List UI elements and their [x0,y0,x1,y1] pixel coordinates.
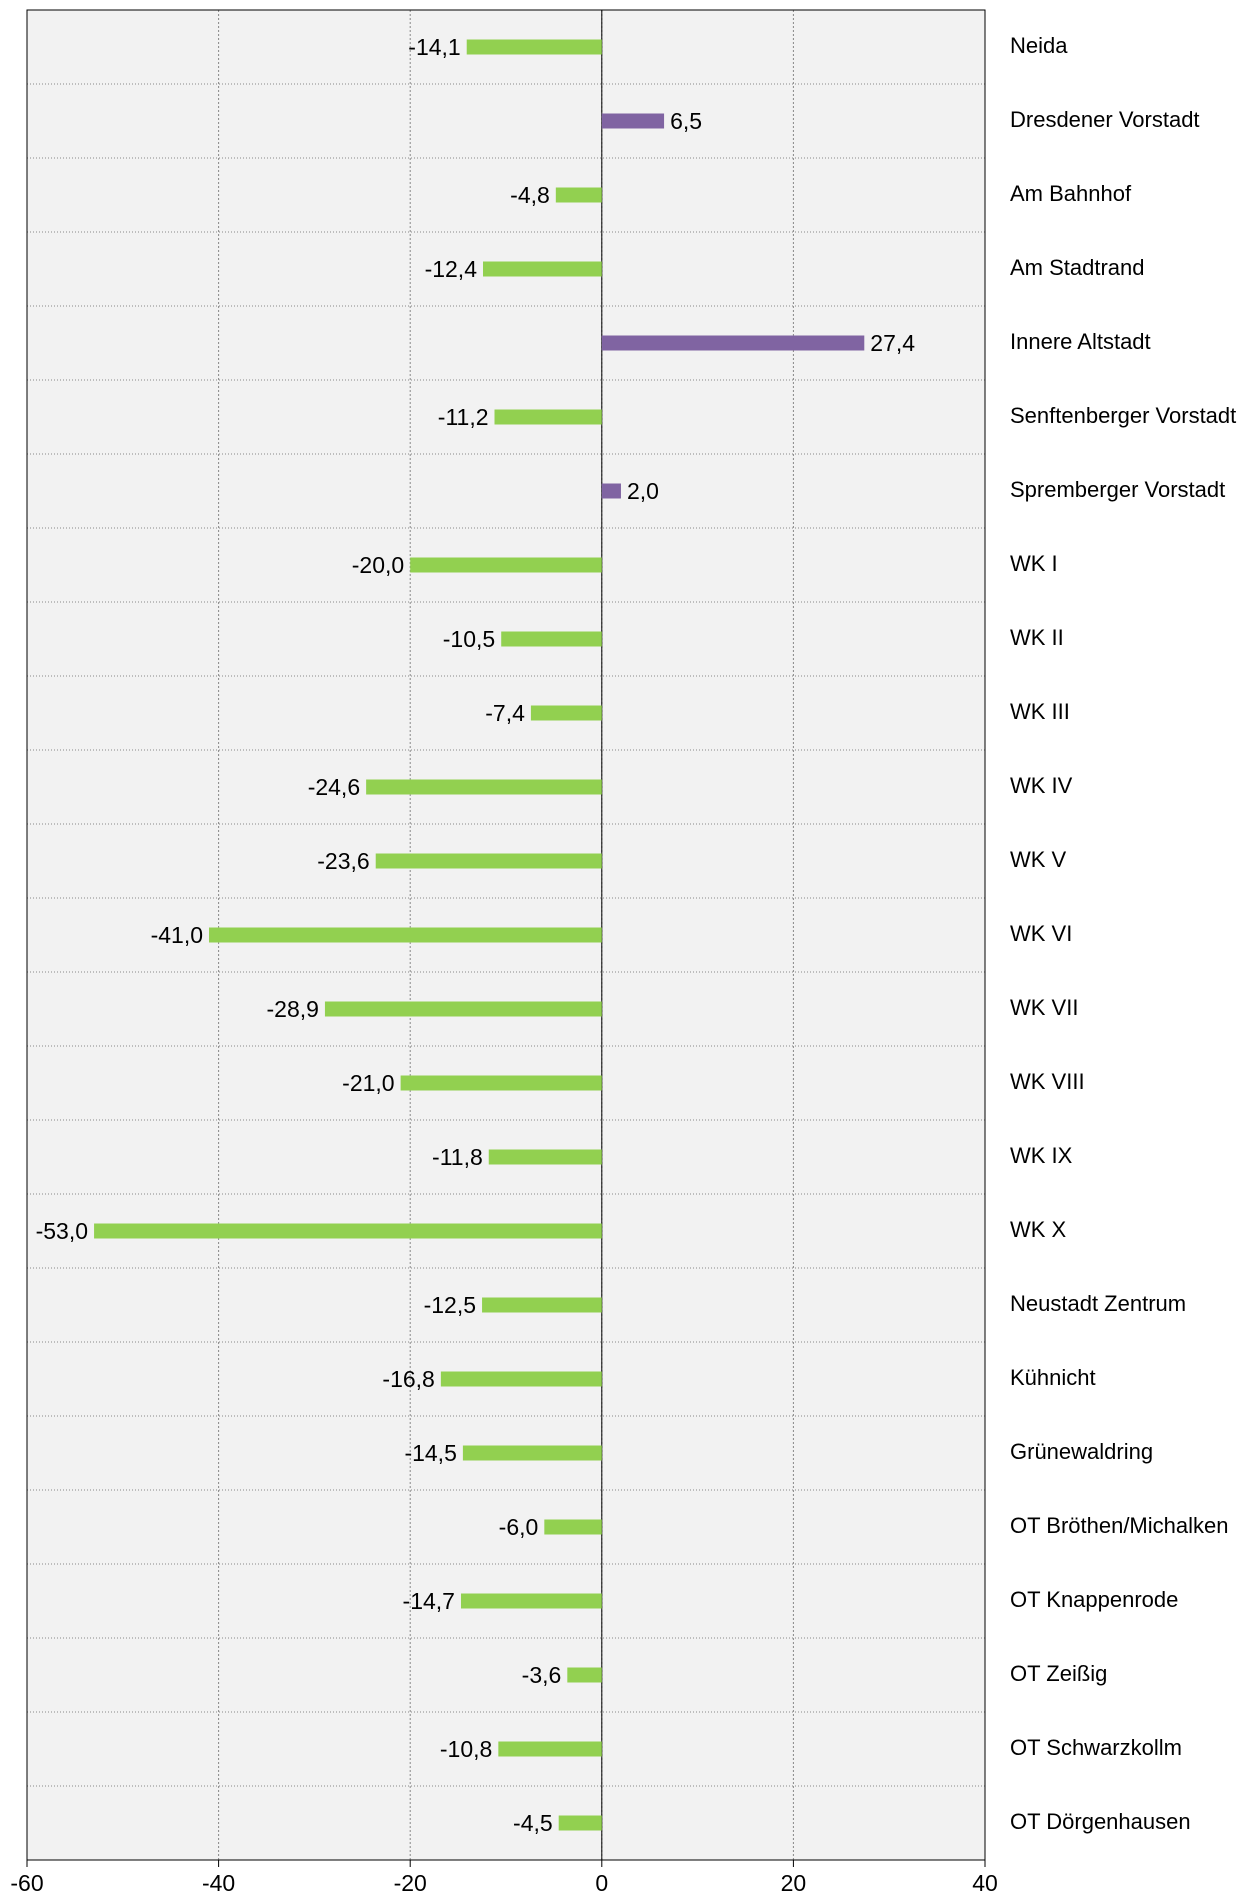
data-label: -10,5 [443,626,495,652]
category-label: Senftenberger Vorstadt [1010,403,1236,428]
category-label: Spremberger Vorstadt [1010,477,1225,502]
category-label: OT Bröthen/Michalken [1010,1513,1228,1538]
category-label: WK VI [1010,921,1072,946]
bar [375,853,602,869]
data-label: -6,0 [499,1514,539,1540]
bar [494,409,602,425]
data-label: -12,5 [424,1292,476,1318]
bar [462,1445,602,1461]
category-label: Neustadt Zentrum [1010,1291,1186,1316]
data-label: -14,5 [404,1440,456,1466]
bar [324,1001,602,1017]
bar [488,1149,602,1165]
x-tick-label: -40 [202,1870,235,1892]
category-label: OT Knappenrode [1010,1587,1178,1612]
category-label: OT Schwarzkollm [1010,1735,1182,1760]
bar [460,1593,602,1609]
category-label: WK IX [1010,1143,1073,1168]
bar [94,1223,602,1239]
category-label: WK IV [1010,773,1073,798]
data-label: -7,4 [485,700,525,726]
category-label: WK II [1010,625,1064,650]
category-label: WK I [1010,551,1058,576]
data-label: -53,0 [36,1218,88,1244]
bar [366,779,602,795]
category-label: WK III [1010,699,1070,724]
x-tick-label: -20 [394,1870,427,1892]
data-label: -3,6 [522,1662,562,1688]
data-label: -11,2 [438,404,489,430]
data-label: -24,6 [308,774,360,800]
bar [530,705,602,721]
bar [400,1075,602,1091]
category-label: WK VII [1010,995,1078,1020]
bar [555,187,602,203]
data-label: -20,0 [352,552,404,578]
category-label: OT Zeißig [1010,1661,1107,1686]
data-label: -41,0 [151,922,203,948]
bar [601,113,665,129]
bar [558,1815,602,1831]
bar [567,1667,602,1683]
category-label: Dresdener Vorstadt [1010,107,1200,132]
data-label: -14,7 [403,1588,455,1614]
bar [482,1297,602,1313]
data-label: 27,4 [870,330,915,356]
x-tick-label: -60 [10,1870,43,1892]
category-label: Neida [1010,33,1068,58]
data-label: -14,1 [408,34,460,60]
data-label: 2,0 [627,478,659,504]
data-label: -16,8 [382,1366,434,1392]
bar [501,631,602,647]
data-label: -10,8 [440,1736,492,1762]
category-label: WK V [1010,847,1067,872]
plot-border [26,9,986,1861]
bar [544,1519,602,1535]
data-label: -11,8 [432,1144,483,1170]
category-label: WK X [1010,1217,1067,1242]
data-label: -28,9 [267,996,319,1022]
data-label: -4,8 [510,182,550,208]
data-label: -12,4 [425,256,478,282]
bar [601,335,865,351]
category-label: OT Dörgenhausen [1010,1809,1191,1834]
bar [440,1371,602,1387]
category-label: Am Stadtrand [1010,255,1145,280]
category-label: WK VIII [1010,1069,1085,1094]
data-label: 6,5 [670,108,702,134]
bar [498,1741,602,1757]
data-label: -23,6 [317,848,369,874]
data-label: -21,0 [342,1070,394,1096]
bar [483,261,602,277]
data-label: -4,5 [513,1810,553,1836]
bar [466,39,602,55]
x-tick-label: 20 [781,1870,807,1892]
category-label: Innere Altstadt [1010,329,1151,354]
bar [601,483,621,499]
bar [209,927,602,943]
x-tick-label: 0 [595,1870,608,1892]
category-label: Kühnicht [1010,1365,1096,1390]
x-tick-label: 40 [972,1870,998,1892]
category-label: Am Bahnhof [1010,181,1132,206]
bar [410,557,602,573]
category-label: Grünewaldring [1010,1439,1153,1464]
